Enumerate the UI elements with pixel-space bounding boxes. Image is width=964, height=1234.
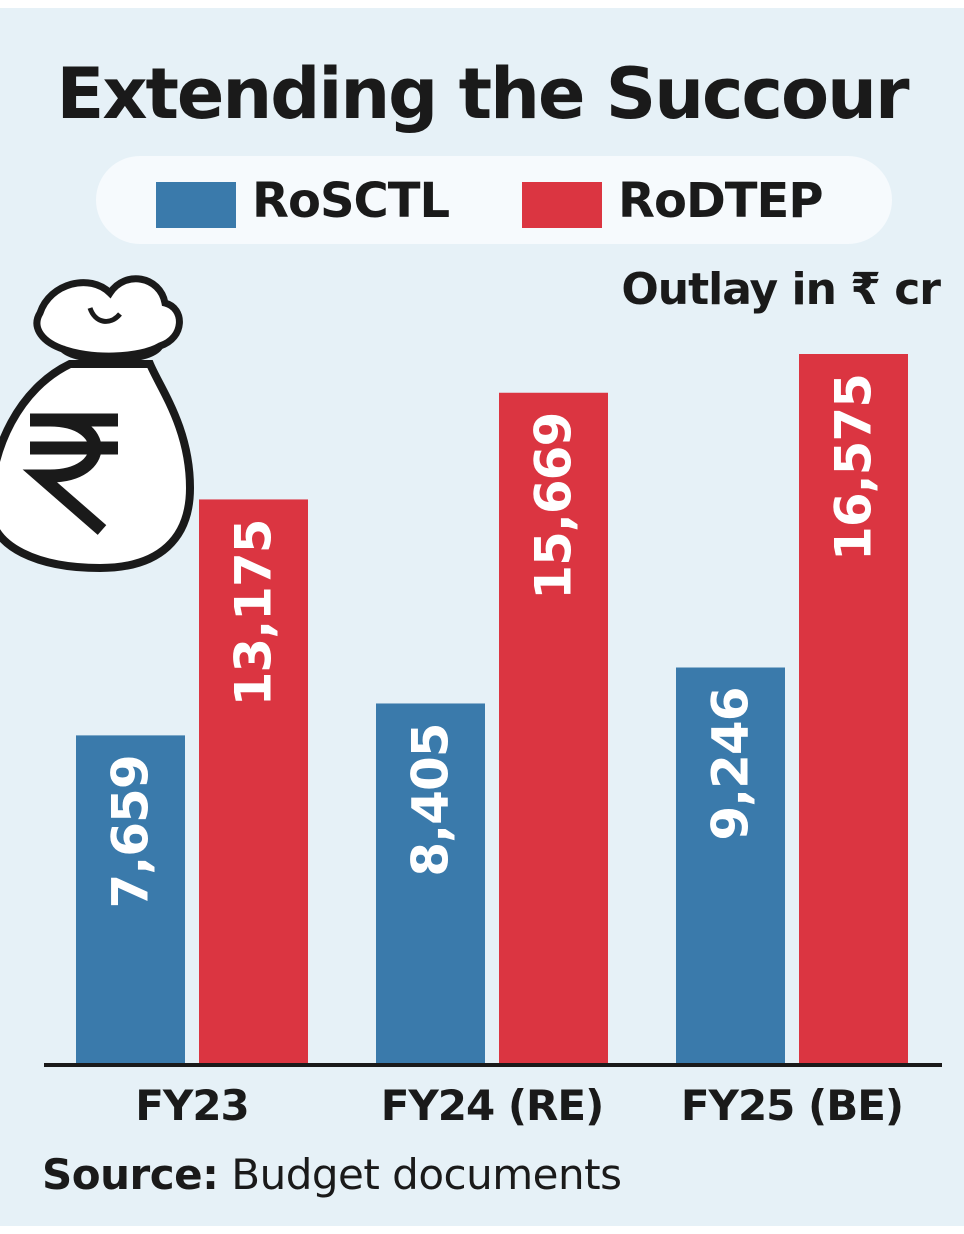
source-prefix: Source:: [42, 1150, 219, 1199]
legend: RoSCTL RoDTEP: [96, 156, 892, 244]
source-text: Budget documents: [231, 1150, 622, 1199]
chart-title: Extending the Succour: [56, 53, 910, 135]
source-note: Source: Budget documents: [42, 1150, 622, 1199]
legend-swatch-rosctl: [156, 182, 236, 228]
bar-chart: 7,659 13,175 8,405 15,669 9,246 16,575 FY23 FY…: [0, 275, 942, 1130]
bar-rosctl-2: [376, 703, 485, 1063]
unit-label: Outlay in ₹ cr: [621, 264, 941, 315]
money-bag-rupee-icon: [0, 275, 195, 573]
bar-rodtep-1: [199, 499, 308, 1063]
bar-label-rosctl-2: 8,405: [402, 723, 460, 876]
bar-label-rosctl-3: 9,246: [702, 687, 760, 840]
x-tick-label-2: FY24 (RE): [381, 1081, 604, 1130]
legend-swatch-rodtep: [522, 182, 602, 228]
legend-label-rodtep: RoDTEP: [618, 173, 823, 229]
bar-rosctl-1: [76, 735, 185, 1063]
bar-label-rodtep-1: 13,175: [225, 519, 283, 706]
x-tick-label-1: FY23: [135, 1081, 249, 1130]
bar-rodtep-3: [799, 354, 908, 1063]
legend-label-rosctl: RoSCTL: [252, 173, 450, 229]
bar-rosctl-3: [676, 667, 785, 1063]
x-tick-label-3: FY25 (BE): [681, 1081, 903, 1130]
bar-label-rodtep-3: 16,575: [825, 374, 883, 561]
bar-rodtep-2: [499, 392, 608, 1063]
bar-label-rodtep-2: 15,669: [525, 413, 583, 600]
bar-label-rosctl-1: 7,659: [102, 755, 160, 908]
